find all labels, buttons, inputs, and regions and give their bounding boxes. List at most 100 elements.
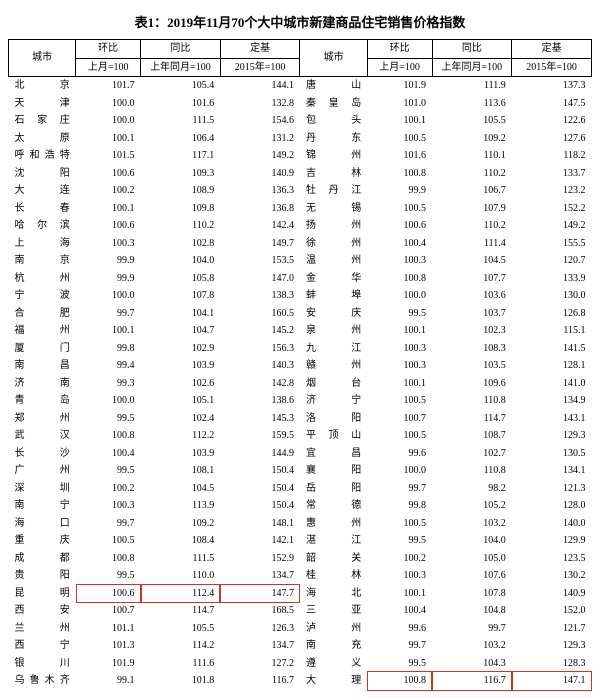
value-cell: 118.2 (512, 147, 592, 165)
value-cell: 145.2 (220, 322, 300, 340)
city-cell: 兰 州 (9, 620, 76, 638)
value-cell: 104.0 (432, 532, 512, 550)
value-cell: 101.5 (76, 147, 141, 165)
value-cell: 104.5 (432, 252, 512, 270)
table-row: 重 庆100.5108.4142.1湛 江99.5104.0129.9 (9, 532, 592, 550)
value-cell: 100.6 (367, 217, 432, 235)
city-cell: 海 北 (300, 585, 367, 603)
value-cell: 108.3 (432, 340, 512, 358)
city-cell: 常 德 (300, 497, 367, 515)
value-cell: 105.8 (141, 270, 221, 288)
value-cell: 107.8 (432, 585, 512, 603)
city-cell: 唐 山 (300, 77, 367, 95)
city-cell: 安 庆 (300, 305, 367, 323)
city-cell: 大 连 (9, 182, 76, 200)
city-cell: 武 汉 (9, 427, 76, 445)
value-cell: 123.2 (512, 182, 592, 200)
city-cell: 杭 州 (9, 270, 76, 288)
value-cell: 99.5 (76, 410, 141, 428)
value-cell: 110.0 (141, 567, 221, 585)
value-cell: 103.2 (432, 515, 512, 533)
value-cell: 100.5 (367, 130, 432, 148)
value-cell: 134.7 (220, 637, 300, 655)
value-cell: 104.5 (141, 480, 221, 498)
value-cell: 100.3 (76, 497, 141, 515)
city-cell: 银 川 (9, 655, 76, 673)
value-cell: 100.1 (367, 322, 432, 340)
value-cell: 100.8 (367, 270, 432, 288)
value-cell: 142.1 (220, 532, 300, 550)
value-cell: 142.8 (220, 375, 300, 393)
value-cell: 129.9 (512, 532, 592, 550)
value-cell: 115.1 (512, 322, 592, 340)
value-cell: 99.6 (367, 445, 432, 463)
value-cell: 101.6 (141, 95, 221, 113)
value-cell: 110.2 (141, 217, 221, 235)
value-cell: 123.5 (512, 550, 592, 568)
value-cell: 98.2 (432, 480, 512, 498)
table-row: 昆 明100.6112.4147.7海 北100.1107.8140.9 (9, 585, 592, 603)
city-cell: 南 昌 (9, 357, 76, 375)
city-cell: 烟 台 (300, 375, 367, 393)
value-cell: 145.3 (220, 410, 300, 428)
value-cell: 144.9 (220, 445, 300, 463)
value-cell: 110.8 (432, 392, 512, 410)
city-cell: 上 海 (9, 235, 76, 253)
head-sub2-left: 上年同月=100 (141, 58, 221, 77)
value-cell: 100.6 (76, 585, 141, 603)
value-cell: 152.9 (220, 550, 300, 568)
value-cell: 100.2 (76, 182, 141, 200)
value-cell: 107.6 (432, 567, 512, 585)
head-sub3-left: 2015年=100 (220, 58, 300, 77)
value-cell: 129.3 (512, 427, 592, 445)
city-cell: 徐 州 (300, 235, 367, 253)
table-row: 太 原100.1106.4131.2丹 东100.5109.2127.6 (9, 130, 592, 148)
value-cell: 100.0 (76, 112, 141, 130)
city-cell: 惠 州 (300, 515, 367, 533)
value-cell: 130.5 (512, 445, 592, 463)
city-cell: 海 口 (9, 515, 76, 533)
value-cell: 105.4 (141, 77, 221, 95)
value-cell: 100.7 (367, 410, 432, 428)
value-cell: 108.4 (141, 532, 221, 550)
city-cell: 西 宁 (9, 637, 76, 655)
table-row: 呼和浩特101.5117.1149.2锦 州101.6110.1118.2 (9, 147, 592, 165)
value-cell: 101.9 (367, 77, 432, 95)
city-cell: 平 顶 山 (300, 427, 367, 445)
value-cell: 100.1 (367, 375, 432, 393)
value-cell: 102.3 (432, 322, 512, 340)
city-cell: 扬 州 (300, 217, 367, 235)
value-cell: 100.1 (76, 200, 141, 218)
city-cell: 赣 州 (300, 357, 367, 375)
city-cell: 贵 阳 (9, 567, 76, 585)
city-cell: 济 宁 (300, 392, 367, 410)
value-cell: 121.3 (512, 480, 592, 498)
city-cell: 包 头 (300, 112, 367, 130)
value-cell: 152.0 (512, 602, 592, 620)
value-cell: 99.3 (76, 375, 141, 393)
city-cell: 昆 明 (9, 585, 76, 603)
value-cell: 159.5 (220, 427, 300, 445)
value-cell: 126.3 (220, 620, 300, 638)
table-row: 南 昌99.4103.9140.3赣 州100.3103.5128.1 (9, 357, 592, 375)
value-cell: 107.8 (141, 287, 221, 305)
table-row: 福 州100.1104.7145.2泉 州100.1102.3115.1 (9, 322, 592, 340)
city-cell: 金 华 (300, 270, 367, 288)
city-cell: 沈 阳 (9, 165, 76, 183)
value-cell: 100.4 (76, 445, 141, 463)
table-row: 合 肥99.7104.1160.5安 庆99.5103.7126.8 (9, 305, 592, 323)
value-cell: 150.4 (220, 497, 300, 515)
value-cell: 109.2 (141, 515, 221, 533)
value-cell: 99.5 (367, 532, 432, 550)
head-sub2-right: 上年同月=100 (432, 58, 512, 77)
value-cell: 101.1 (76, 620, 141, 638)
table-row: 沈 阳100.6109.3140.9吉 林100.8110.2133.7 (9, 165, 592, 183)
table-row: 西 宁101.3114.2134.7南 充99.7103.2129.3 (9, 637, 592, 655)
value-cell: 100.3 (367, 340, 432, 358)
value-cell: 99.5 (367, 305, 432, 323)
value-cell: 168.5 (220, 602, 300, 620)
value-cell: 154.6 (220, 112, 300, 130)
table-row: 广 州99.5108.1150.4襄 阳100.0110.8134.1 (9, 462, 592, 480)
value-cell: 138.6 (220, 392, 300, 410)
value-cell: 129.3 (512, 637, 592, 655)
